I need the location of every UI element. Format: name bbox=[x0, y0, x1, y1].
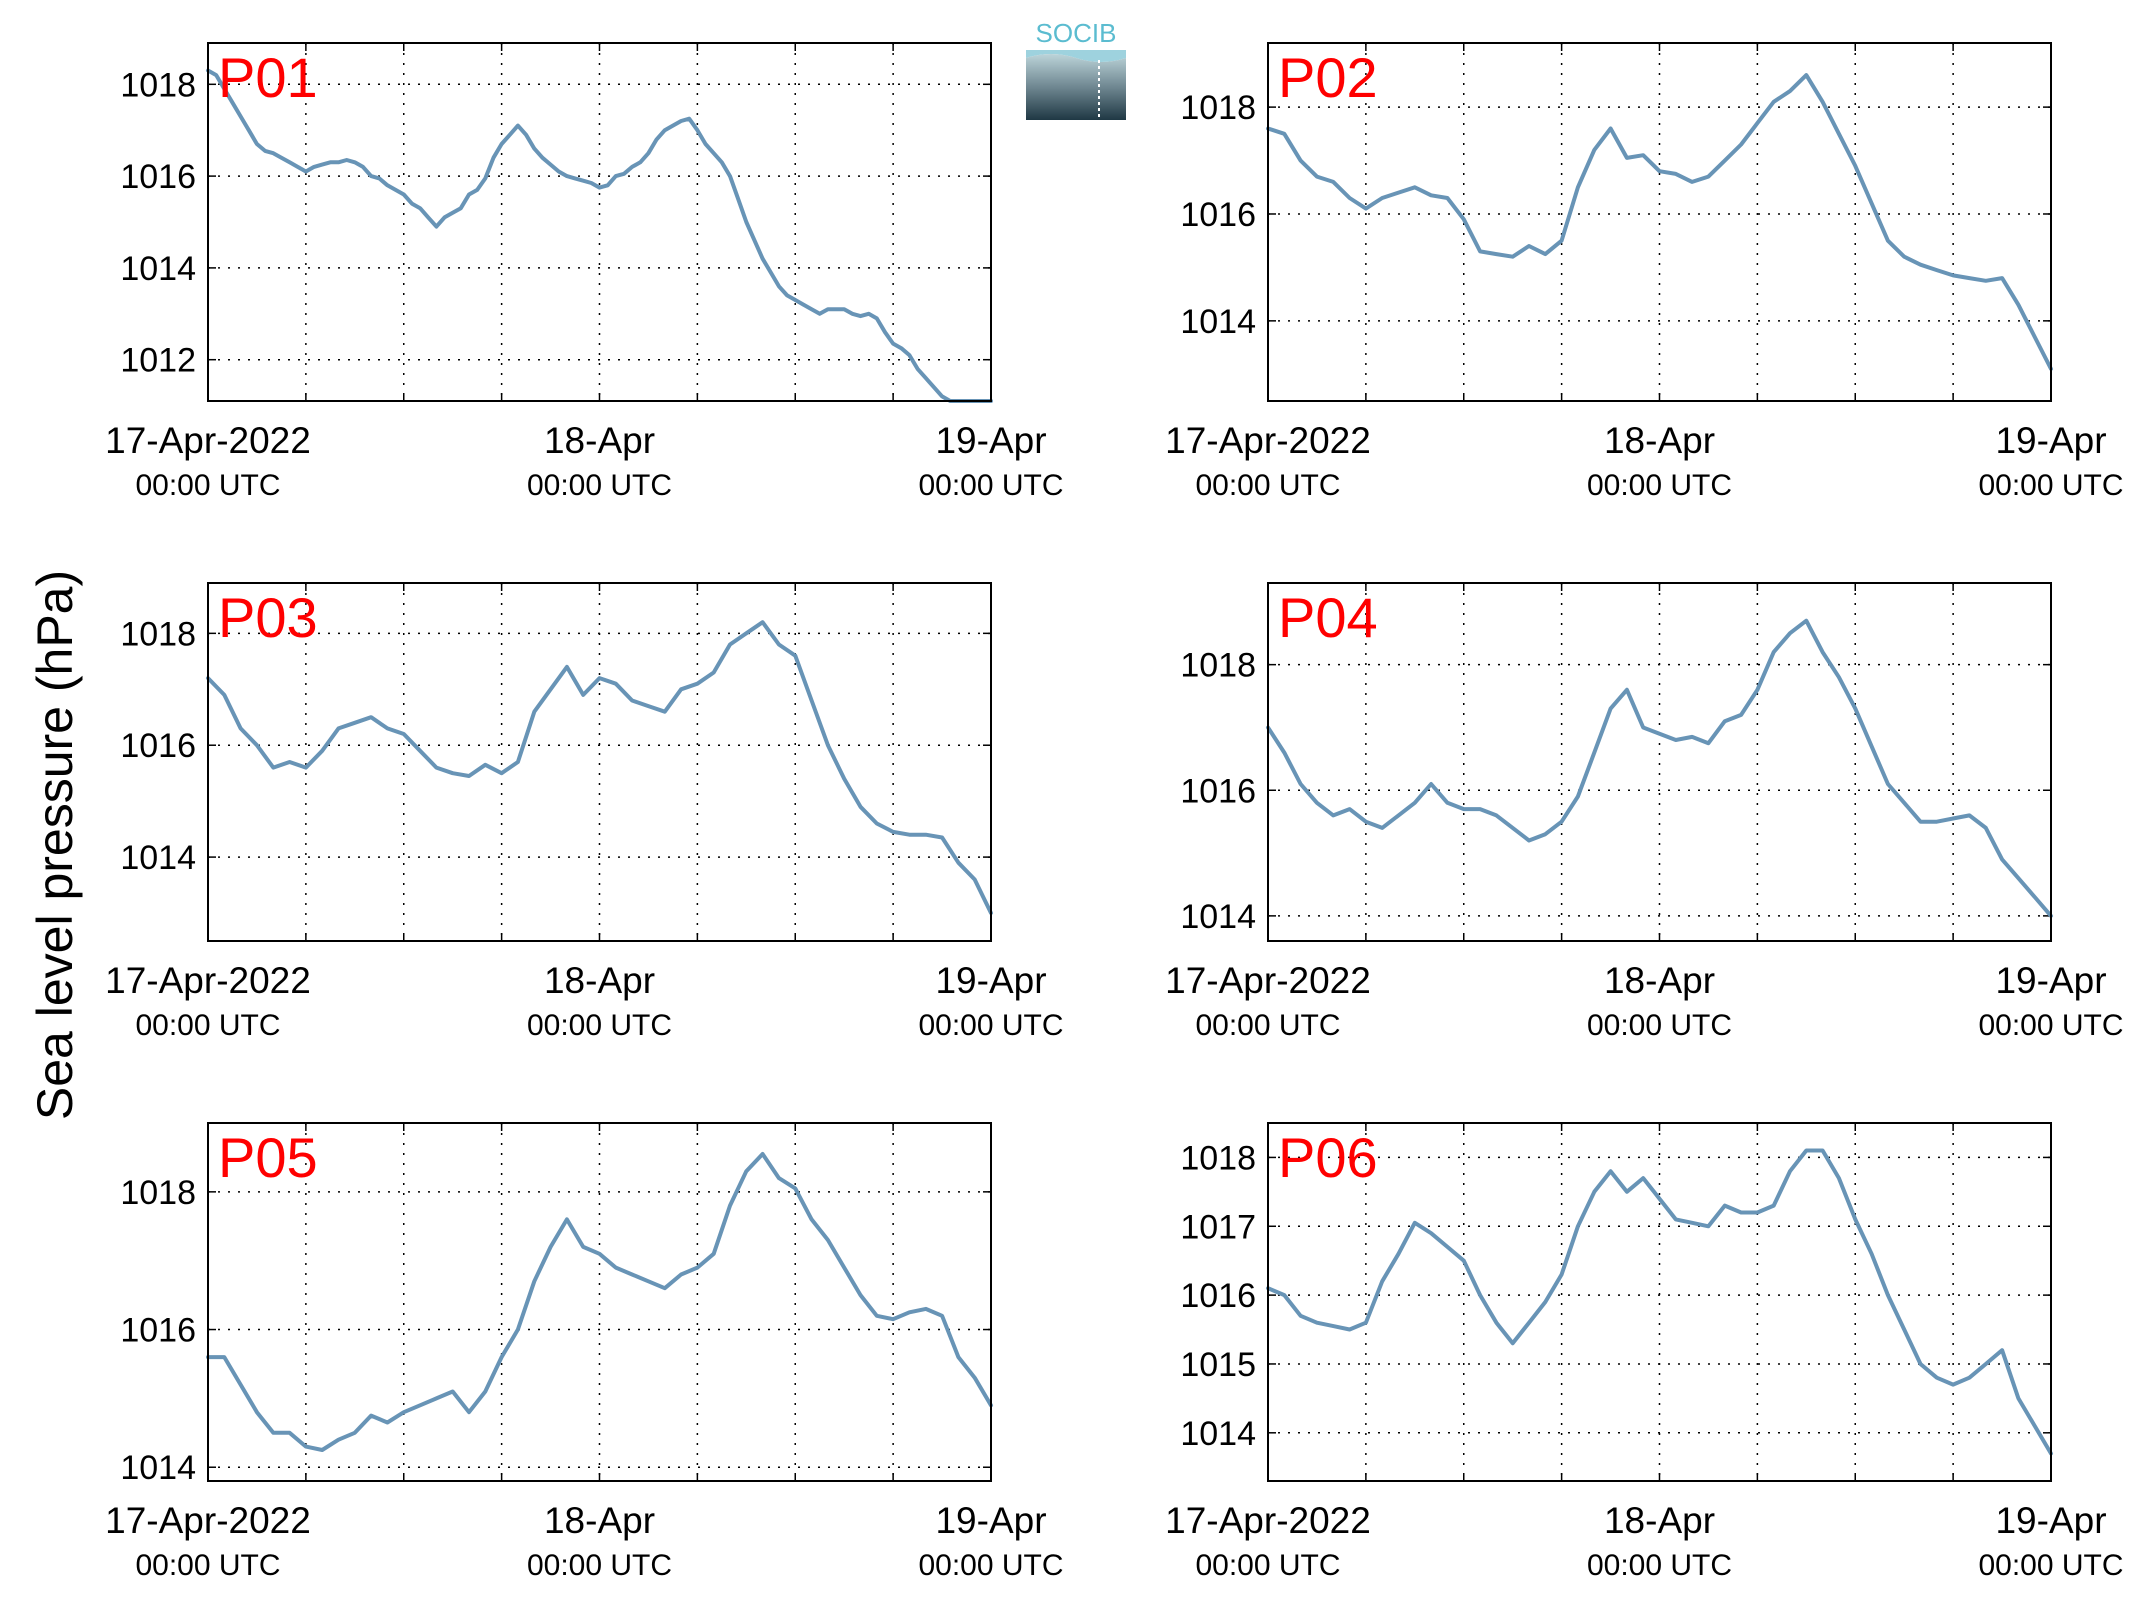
x-tick-label-date: 18-Apr bbox=[544, 420, 655, 461]
y-axis-label: Sea level pressure (hPa) bbox=[27, 570, 83, 1120]
panel-title: P04 bbox=[1278, 586, 1378, 649]
x-tick-label-time: 00:00 UTC bbox=[1587, 1549, 1732, 1582]
panel-p04: 1014 1016 1018 17-Apr-2022 00:00 UTC 18-Apr 00… bbox=[1165, 582, 2124, 1042]
x-tick-label-time: 00:00 UTC bbox=[918, 1009, 1063, 1042]
axes-frame bbox=[207, 1122, 992, 1482]
y-tick-label: 1014 bbox=[120, 250, 196, 288]
series-line bbox=[1266, 73, 2053, 371]
panel-title: P03 bbox=[218, 586, 318, 649]
x-tick-label-date: 19-Apr bbox=[935, 1500, 1046, 1541]
x-tick-label-time: 00:00 UTC bbox=[135, 1009, 280, 1042]
x-tick-label-time: 00:00 UTC bbox=[1978, 1009, 2123, 1042]
y-tick-label: 1016 bbox=[120, 727, 196, 765]
panel-p05: 1014 1016 1018 17-Apr-2022 00:00 UTC 18-Apr 00… bbox=[105, 1122, 1064, 1582]
panel-title: P05 bbox=[218, 1126, 318, 1189]
panel-title: P02 bbox=[1278, 46, 1378, 109]
panel-p01: 1012 1014 1016 1018 17-Apr-2022 00:00 UTC 18-A… bbox=[105, 42, 1064, 502]
x-tick-label-time: 00:00 UTC bbox=[527, 1009, 672, 1042]
y-tick-label: 1018 bbox=[120, 1174, 196, 1212]
x-tick-label-date: 17-Apr-2022 bbox=[105, 960, 311, 1001]
series-line bbox=[1266, 1148, 2053, 1456]
x-tick-label-date: 19-Apr bbox=[1995, 1500, 2106, 1541]
y-tick-label: 1016 bbox=[1180, 1277, 1256, 1315]
y-tick-label: 1018 bbox=[1180, 1139, 1256, 1177]
x-tick-label-date: 18-Apr bbox=[1604, 960, 1715, 1001]
x-tick-label-date: 19-Apr bbox=[935, 420, 1046, 461]
x-tick-label-time: 00:00 UTC bbox=[1587, 1009, 1732, 1042]
x-tick-label-time: 00:00 UTC bbox=[1978, 469, 2123, 502]
x-tick-label-time: 00:00 UTC bbox=[918, 1549, 1063, 1582]
x-tick-label-time: 00:00 UTC bbox=[918, 469, 1063, 502]
y-tick-label: 1016 bbox=[120, 158, 196, 196]
series-line bbox=[206, 1152, 993, 1452]
panel-title: P06 bbox=[1278, 1126, 1378, 1189]
x-tick-label-time: 00:00 UTC bbox=[1195, 469, 1340, 502]
logo-text: SOCIB bbox=[1036, 18, 1117, 48]
x-tick-label-time: 00:00 UTC bbox=[1195, 1009, 1340, 1042]
socib-logo: SOCIB bbox=[1026, 18, 1126, 120]
x-tick-label-time: 00:00 UTC bbox=[135, 469, 280, 502]
y-tick-label: 1018 bbox=[120, 615, 196, 653]
panel-title: P01 bbox=[218, 46, 318, 109]
y-tick-label: 1012 bbox=[120, 342, 196, 380]
y-tick-label: 1014 bbox=[1180, 303, 1256, 341]
y-tick-label: 1018 bbox=[120, 66, 196, 104]
x-tick-label-date: 18-Apr bbox=[1604, 1500, 1715, 1541]
panel-p03: 1014 1016 1018 17-Apr-2022 00:00 UTC 18-Apr 00… bbox=[105, 582, 1064, 1042]
series-line bbox=[206, 68, 993, 403]
y-tick-label: 1014 bbox=[120, 839, 196, 877]
y-tick-label: 1016 bbox=[1180, 196, 1256, 234]
y-tick-label: 1017 bbox=[1180, 1208, 1256, 1246]
axes-frame bbox=[207, 582, 992, 942]
y-tick-label: 1016 bbox=[120, 1312, 196, 1350]
x-tick-label-date: 17-Apr-2022 bbox=[1165, 960, 1371, 1001]
x-tick-label-date: 19-Apr bbox=[1995, 960, 2106, 1001]
y-tick-label: 1018 bbox=[1180, 89, 1256, 127]
y-tick-label: 1014 bbox=[120, 1449, 196, 1487]
x-tick-label-date: 18-Apr bbox=[1604, 420, 1715, 461]
x-tick-label-date: 17-Apr-2022 bbox=[1165, 420, 1371, 461]
y-tick-label: 1014 bbox=[1180, 1415, 1256, 1453]
x-tick-label-date: 18-Apr bbox=[544, 1500, 655, 1541]
x-tick-label-date: 17-Apr-2022 bbox=[105, 1500, 311, 1541]
x-tick-label-date: 19-Apr bbox=[1995, 420, 2106, 461]
x-tick-label-time: 00:00 UTC bbox=[1195, 1549, 1340, 1582]
x-tick-label-time: 00:00 UTC bbox=[1978, 1549, 2123, 1582]
x-tick-label-date: 19-Apr bbox=[935, 960, 1046, 1001]
axes-frame bbox=[1267, 42, 2052, 402]
axes-frame bbox=[1267, 1122, 2052, 1482]
x-tick-label-time: 00:00 UTC bbox=[527, 1549, 672, 1582]
x-tick-label-time: 00:00 UTC bbox=[135, 1549, 280, 1582]
x-tick-label-date: 17-Apr-2022 bbox=[1165, 1500, 1371, 1541]
series-line bbox=[206, 620, 993, 915]
y-tick-label: 1015 bbox=[1180, 1346, 1256, 1384]
panel-p06: 1014 1015 1016 1017 1018 17-Apr-2022 00:00 UTC… bbox=[1165, 1122, 2124, 1582]
series-line bbox=[1266, 618, 2053, 918]
y-tick-label: 1014 bbox=[1180, 898, 1256, 936]
x-tick-label-date: 18-Apr bbox=[544, 960, 655, 1001]
x-tick-label-time: 00:00 UTC bbox=[1587, 469, 1732, 502]
axes-frame bbox=[1267, 582, 2052, 942]
x-tick-label-time: 00:00 UTC bbox=[527, 469, 672, 502]
y-tick-label: 1018 bbox=[1180, 647, 1256, 685]
y-tick-label: 1016 bbox=[1180, 772, 1256, 810]
panel-p02: 1014 1016 1018 17-Apr-2022 00:00 UTC 18-Apr 00… bbox=[1165, 42, 2124, 502]
axes-frame bbox=[207, 42, 992, 402]
x-tick-label-date: 17-Apr-2022 bbox=[105, 420, 311, 461]
